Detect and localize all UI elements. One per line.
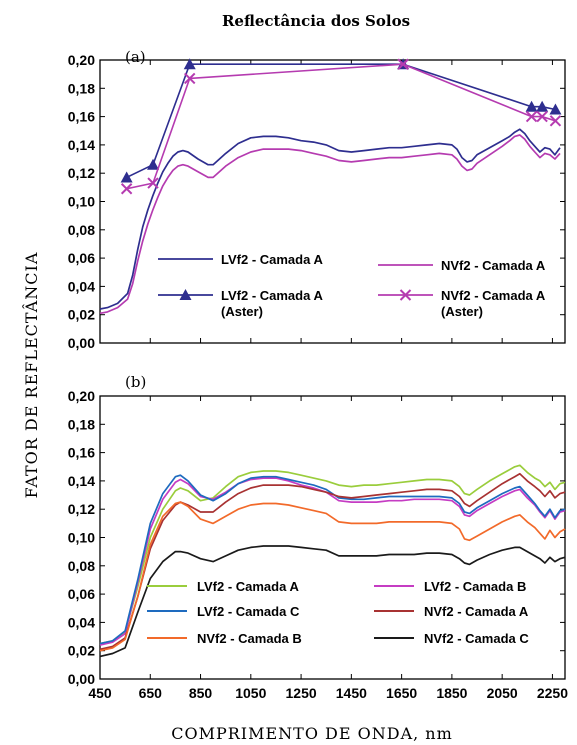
legend-label-line: (Aster) xyxy=(441,304,483,319)
x-tick-label: 650 xyxy=(139,685,163,701)
series-b-5-line xyxy=(99,501,566,652)
x-tick-label: 1250 xyxy=(286,685,317,701)
legend-label-line: LVf2 - Camada A xyxy=(221,252,323,267)
x-tick-label: 1450 xyxy=(336,685,367,701)
legend-label-line: NVf2 - Camada A xyxy=(441,288,546,303)
legend-triangle-marker xyxy=(179,289,192,300)
y-tick-label: 0,16 xyxy=(68,109,95,125)
x-tick-label: 1050 xyxy=(235,685,266,701)
series-b-2-line xyxy=(99,477,566,646)
y-tick-label: 0,12 xyxy=(68,501,95,517)
triangle-marker xyxy=(183,58,196,70)
legend-label: LVf2 - Camada B xyxy=(424,579,526,594)
x-tick-label: 450 xyxy=(88,685,112,701)
y-tick-label: 0,04 xyxy=(68,278,95,294)
y-tick-label: 0,06 xyxy=(68,250,95,266)
x-tick-label: 2250 xyxy=(537,685,568,701)
chart-title: Reflectância dos Solos xyxy=(222,12,410,30)
series-b-6-line xyxy=(99,545,566,658)
y-tick-label: 0,02 xyxy=(68,307,95,323)
legend-label: LVf2 - Camada A xyxy=(221,252,323,267)
y-tick-label: 0,06 xyxy=(68,586,95,602)
y-tick-label: 0,00 xyxy=(68,671,95,687)
panel-label-a: (a) xyxy=(125,48,146,66)
y-axis-label: FATOR DE REFLECTÂNCIA xyxy=(21,252,41,499)
y-tick-label: 0,10 xyxy=(68,194,95,210)
x-marker xyxy=(184,72,196,85)
x-tick-label: 850 xyxy=(189,685,213,701)
x-tick-label: 1850 xyxy=(436,685,467,701)
y-tick-label: 0,10 xyxy=(68,530,95,546)
panel-label-b: (b) xyxy=(125,373,146,391)
series-b-1-line xyxy=(99,464,566,645)
x-marker xyxy=(147,177,159,189)
y-tick-label: 0,20 xyxy=(68,388,95,404)
legend-label: NVf2 - Camada A xyxy=(424,604,529,619)
legend-label: NVf2 - Camada B xyxy=(197,631,302,646)
panel-a-chart: 0,00 0,02 0,04 0,06 0,08 0,10 0,12 0,14 0,16 0,18… xyxy=(68,48,566,351)
x-axis-label: COMPRIMENTO DE ONDA, nm xyxy=(171,724,453,743)
series-a-1-line xyxy=(99,128,561,310)
y-tick-label: 0,16 xyxy=(68,445,95,461)
y-tick-label: 0,00 xyxy=(68,335,95,351)
y-tick-label: 0,14 xyxy=(68,137,95,153)
y-tick-label: 0,14 xyxy=(68,473,95,489)
panel-b-chart: 0,00 0,02 0,04 0,06 0,08 0,10 0,12 0,14 0,16 0,18… xyxy=(68,373,568,701)
triangle-marker xyxy=(525,100,538,112)
x-tick-label: 2050 xyxy=(487,685,518,701)
y-tick-label: 0,04 xyxy=(68,614,95,630)
triangle-marker xyxy=(147,158,160,170)
series-a-4-line xyxy=(126,63,556,190)
y-tick-label: 0,20 xyxy=(68,52,95,68)
x-marker xyxy=(536,110,548,123)
x-marker xyxy=(549,115,562,127)
legend-label: LVf2 - Camada A (Aster) xyxy=(221,288,323,319)
series-b-3-line xyxy=(99,474,566,645)
triangle-marker xyxy=(549,103,562,115)
legend-label: NVf2 - Camada A xyxy=(441,258,546,273)
legend-label-line: (Aster) xyxy=(221,304,263,319)
series-a-2-line xyxy=(99,134,561,315)
y-tick-label: 0,02 xyxy=(68,643,95,659)
legend-x-marker xyxy=(399,289,412,301)
x-marker xyxy=(397,58,409,70)
legend-label: LVf2 - Camada A xyxy=(197,579,299,594)
legend-label: NVf2 - Camada A (Aster) xyxy=(441,288,546,319)
triangle-marker xyxy=(536,100,549,112)
y-tick-label: 0,12 xyxy=(68,165,95,181)
legend-label-line: LVf2 - Camada A xyxy=(221,288,323,303)
y-tick-label: 0,18 xyxy=(68,416,95,432)
triangle-marker xyxy=(120,171,133,183)
y-tick-label: 0,18 xyxy=(68,80,95,96)
y-tick-label: 0,08 xyxy=(68,558,95,574)
x-marker xyxy=(525,110,538,123)
x-tick-label: 1650 xyxy=(386,685,417,701)
legend-label: NVf2 - Camada C xyxy=(424,631,529,646)
legend-label: LVf2 - Camada C xyxy=(197,604,300,619)
legend-label-line: NVf2 - Camada A xyxy=(441,258,546,273)
y-tick-label: 0,08 xyxy=(68,222,95,238)
x-marker xyxy=(120,183,133,195)
